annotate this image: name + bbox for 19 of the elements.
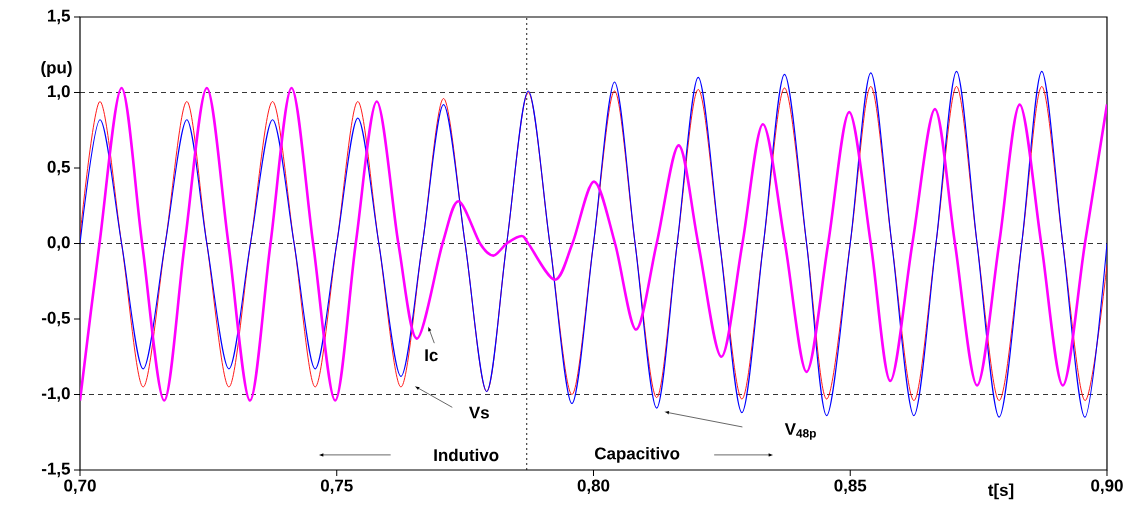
series-label: Vs <box>468 406 489 419</box>
series-label: V$_{48p}$ <box>784 423 816 440</box>
x-tick-label: 0,80 <box>577 479 610 494</box>
x-tick-label: 0,70 <box>64 479 96 494</box>
y-tick-label: 0,0 <box>47 236 70 251</box>
x-tick-label: 0,75 <box>320 479 353 494</box>
y-tick-label: -1,5 <box>41 462 71 478</box>
y-tick-label: -1,0 <box>41 387 70 402</box>
annotation: Indutivo <box>434 448 499 462</box>
y-tick-label: 1,5 <box>48 9 71 25</box>
x-axis-title: t[s] <box>988 483 1014 500</box>
y-tick-label: 0,5 <box>47 160 71 176</box>
x-tick-label: 0,85 <box>834 479 867 494</box>
y-tick-label: -0,5 <box>41 311 71 327</box>
y-axis-title: (pu) <box>41 61 72 77</box>
series-label: Ic <box>425 349 438 362</box>
y-tick-label: 1,0 <box>48 85 70 100</box>
x-tick-label: 0,90 <box>1091 479 1123 494</box>
annotation: Capacitivo <box>595 447 680 463</box>
